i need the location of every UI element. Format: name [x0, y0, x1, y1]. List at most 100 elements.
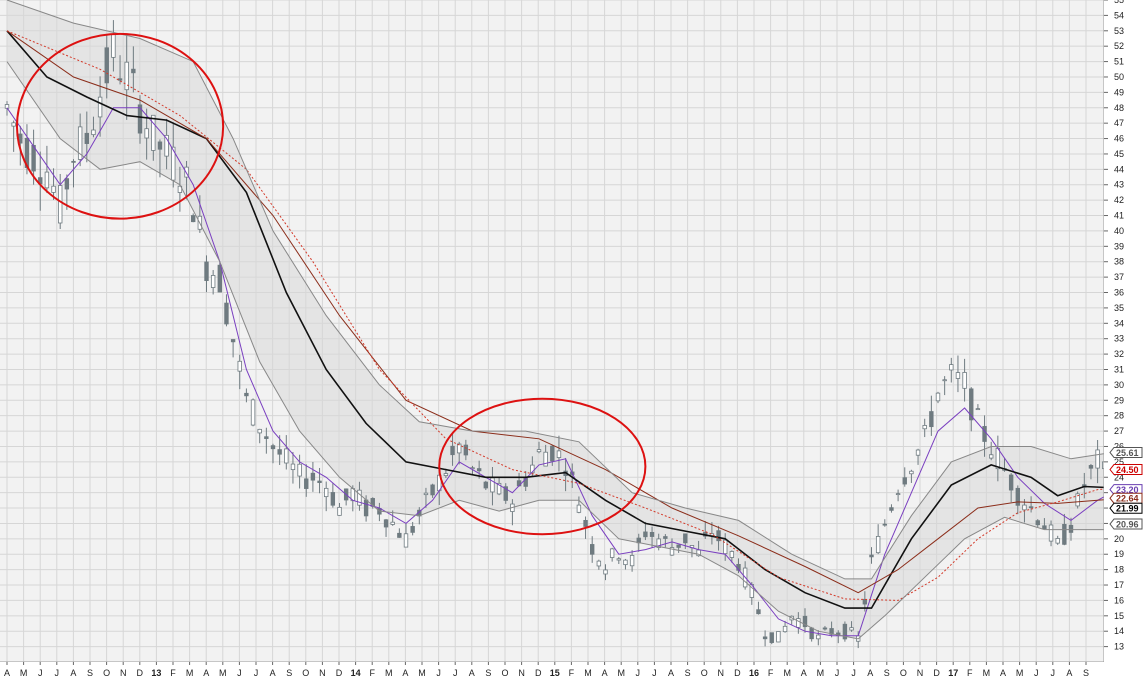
candle-body: [337, 506, 342, 516]
x-tick-label: N: [518, 668, 525, 678]
candle-body: [1028, 506, 1034, 509]
candle-body: [330, 492, 336, 506]
price-label: 23.20: [1116, 485, 1139, 495]
x-tick-label: 14: [351, 668, 361, 678]
candle-body: [889, 507, 894, 511]
x-tick-label: O: [302, 668, 309, 678]
candle-body: [649, 532, 655, 537]
candle-body: [609, 548, 615, 558]
y-tick-label: 27: [1114, 426, 1124, 436]
candle-body: [397, 532, 402, 538]
candle-body: [676, 544, 681, 548]
series-line-5: [6, 0, 1144, 580]
price-label-box: [1109, 446, 1143, 458]
y-tick-label: 29: [1114, 395, 1124, 405]
candle-body: [237, 360, 242, 372]
candle-body: [476, 468, 482, 472]
candle-body: [410, 526, 415, 533]
x-tick-label: M: [584, 668, 592, 678]
y-tick-label: 50: [1114, 72, 1124, 82]
candle-body: [922, 425, 927, 430]
y-axis-background: [1104, 0, 1144, 681]
x-tick-label: M: [783, 668, 791, 678]
x-tick-label: O: [900, 668, 907, 678]
candle-body: [297, 463, 302, 477]
candle-body: [357, 489, 362, 506]
candle-body: [603, 569, 608, 575]
x-tick-label: A: [270, 668, 276, 678]
candle-body: [902, 477, 907, 485]
y-tick-label: 42: [1114, 195, 1124, 205]
x-tick-label: A: [203, 668, 209, 678]
candle-body: [264, 436, 269, 439]
candle-body: [31, 144, 36, 172]
x-tick-label: A: [1000, 668, 1006, 678]
candle-body: [1035, 520, 1040, 526]
candle-body: [124, 61, 129, 91]
x-tick-label: N: [718, 668, 725, 678]
x-axis-background: [0, 662, 1144, 681]
candle-body: [177, 185, 183, 193]
candle-body: [244, 392, 249, 397]
candle-body: [257, 428, 262, 434]
candle-body: [456, 443, 462, 454]
y-tick-label: 15: [1114, 611, 1124, 621]
candle-body: [1068, 524, 1074, 533]
candle-body: [84, 132, 89, 144]
candle-body: [663, 536, 668, 539]
price-label: 20.96: [1116, 520, 1139, 530]
candle-body: [915, 449, 921, 456]
x-tick-label: A: [602, 668, 608, 678]
x-tick-label: M: [20, 668, 28, 678]
candle-body: [423, 492, 429, 496]
x-tick-label: J: [851, 668, 856, 678]
y-tick-label: 13: [1114, 642, 1124, 652]
candle-body: [1062, 523, 1067, 545]
y-tick-label: 52: [1114, 41, 1124, 51]
candle-body: [151, 114, 156, 151]
y-tick-label: 55: [1114, 0, 1124, 5]
candle-body: [869, 554, 874, 558]
candle-body: [716, 530, 721, 542]
candle-body: [683, 533, 688, 544]
candle-body: [955, 372, 961, 379]
candle-body: [729, 551, 735, 558]
candle-body: [875, 535, 881, 554]
x-tick-label: J: [55, 668, 60, 678]
y-tick-label: 34: [1114, 318, 1124, 328]
x-tick-label: F: [768, 668, 774, 678]
candle-body: [530, 464, 535, 474]
x-tick-label: M: [219, 668, 227, 678]
candle-body: [842, 623, 848, 640]
y-tick-label: 31: [1114, 364, 1124, 374]
candle-body: [762, 636, 768, 640]
x-tick-label: A: [668, 668, 674, 678]
candle-body: [463, 444, 469, 456]
candle-body: [71, 160, 76, 163]
x-tick-label: S: [884, 668, 890, 678]
y-tick-label: 40: [1114, 226, 1124, 236]
candle-body: [51, 185, 56, 193]
candle-body: [44, 171, 50, 189]
y-tick-label: 30: [1114, 380, 1124, 390]
x-tick-label: A: [402, 668, 408, 678]
y-tick-label: 26: [1114, 441, 1124, 451]
candle-body: [629, 555, 635, 567]
x-tick-label: F: [170, 668, 176, 678]
x-tick-label: D: [137, 668, 144, 678]
candle-body: [929, 411, 934, 428]
x-tick-label: M: [817, 668, 825, 678]
y-tick-label: 19: [1114, 549, 1124, 559]
candle-body: [942, 379, 947, 382]
candle-body: [623, 559, 628, 566]
candle-body: [583, 520, 588, 527]
price-label: 22.64: [1116, 494, 1139, 504]
band-fill: [7, 0, 1144, 639]
candle-body: [1042, 525, 1047, 530]
y-tick-label: 24: [1114, 472, 1124, 482]
x-tick-label: J: [38, 668, 43, 678]
x-tick-label: J: [237, 668, 242, 678]
candle-body: [210, 275, 216, 288]
price-label-box: [1109, 502, 1143, 514]
candle-body: [403, 533, 409, 548]
